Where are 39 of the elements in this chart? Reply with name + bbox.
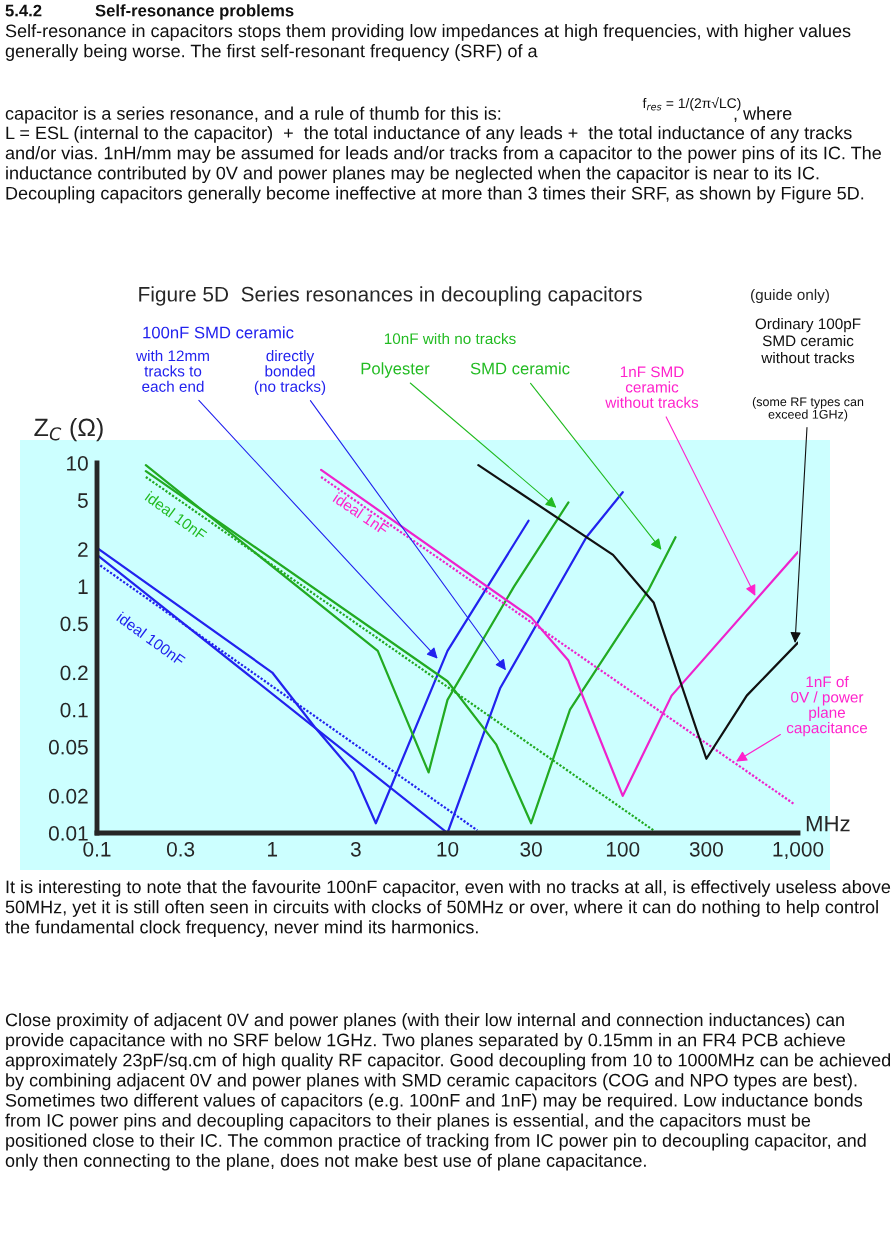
text: Close proximity of adjacent 0V and power planes (with their low internal and connection inductances) can provide capacitance with no SRF below 1GHz. Two planes separated by 0.15mm in an FR4 PCB achieve approximately 23pF/sq.cm of high quality RF capacitor. Good decoupling from 10 to 1000MHz can be achieved by combining adjacent 0V and power planes with SMD ceramic capacitors (COG and NPO types are best). Sometimes two different values of capacitors (e.g. 100nF and 1nF) may be required. Low inductance bonds from IC power pins and decoupling capacitors to their planes is essential, and the capacitors must be positioned close to their IC. The common practice of tracking from IC power pin to decoupling capacitor, and only then connecting to the plane, does not make best use of plane capacitance. <box>5 1013 891 1171</box>
x-tick-label: 100 <box>606 841 640 857</box>
y-tick-label: 10 <box>67 456 88 471</box>
y-tick-label: 0.2 <box>60 665 88 681</box>
y-tick-label: 5 <box>77 493 88 508</box>
annotation: 1nF SMD ceramic without tracks <box>605 366 699 408</box>
y-tick-label: 0.02 <box>48 788 88 804</box>
annotation: with 12mm tracks to each end <box>136 350 209 392</box>
text: 5.4.2 <box>5 4 42 17</box>
x-tick-label: 3 <box>350 841 361 857</box>
text: Ordinary 100pF SMD ceramic without tracks <box>755 318 861 364</box>
text: 100nF SMD ceramic <box>143 326 294 339</box>
x-tick-label: 1 <box>268 842 278 857</box>
y-tick-label: 0.1 <box>60 702 88 718</box>
annotation: 1nF of 0V / power plane capacitance <box>786 676 868 737</box>
y-tick-label: 0.5 <box>60 616 88 632</box>
x-tick-label: 1,000 <box>773 841 824 860</box>
y-tick-label: 0.01 <box>48 826 88 841</box>
annotation: SMD ceramic <box>470 362 570 375</box>
text: Self-resonance problems <box>95 4 294 20</box>
y-axis-title: Z$_{C}$ (Ω) <box>34 417 103 442</box>
y-tick-label: 0.05 <box>48 739 88 755</box>
text: capacitor is a series resonance, and a rule of thumb for this is: <box>5 106 501 124</box>
y-tick-label: 2 <box>78 542 88 557</box>
chart-title: Figure 5D Series resonances in decoupling capacitors <box>139 286 642 306</box>
annotation: directly bonded (no tracks) <box>254 350 326 395</box>
chart-subtitle: (guide only) <box>751 288 829 304</box>
annotation: (some RF types can exceed 1GHz) <box>752 397 864 422</box>
x-tick-label: 300 <box>689 841 723 857</box>
x-axis-title: MHz <box>806 816 850 832</box>
text: Self-resonance in capacitors stops them providing low impedances at high frequencies, with higher values generally being worse. The first self-resonant frequency (SRF) of a <box>5 24 851 61</box>
x-tick-label: 30 <box>520 841 542 857</box>
x-tick-label: 0.3 <box>166 841 195 857</box>
x-tick-label: 10 <box>437 841 459 857</box>
y-tick-label: 1 <box>78 579 88 594</box>
text: L = ESL (internal to the capacitor) + the total inductance of any leads + the total inductance of any tracks and/or vias. 1nH/mm may be assumed for leads and/or tracks from a capacitor to the power pins of its IC. The inductance contributed by 0V and power planes may be neglected when the capacitor is near to its IC. Decoupling capacitors generally become ineffective at more than 3 times their SRF, as shown by Figure 5D. <box>5 126 881 204</box>
text: It is interesting to note that the favourite 100nF capacitor, even with no tracks at all, is effectively useless above 50MHz, yet it is still often seen in circuits with clocks of 50MHz or over, where it can do nothing to help control the fundamental clock frequency, never mind its harmonics. <box>5 880 891 938</box>
text: 10nF with no tracks <box>384 332 516 345</box>
annotation: Polyester <box>361 362 430 378</box>
